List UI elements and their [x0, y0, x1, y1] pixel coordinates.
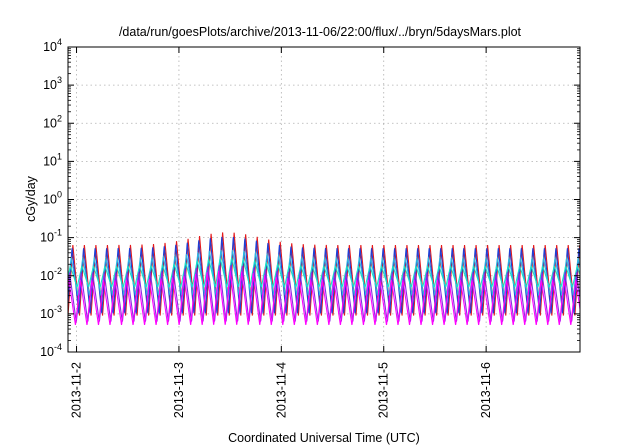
y-tick-label: 10-2: [40, 266, 62, 283]
x-tick-label: 2013-11-2: [70, 362, 84, 418]
series-group: [67, 232, 581, 326]
x-axis: 2013-11-2 2013-11-3 2013-11-4 2013-11-5 2013…: [70, 47, 493, 418]
series-line: [67, 270, 581, 326]
x-tick-label: 2013-11-4: [274, 362, 288, 418]
y-axis: 10-4 10-3 10-2 10-1 100 101 102 103 104: [40, 37, 580, 359]
x-tick-label: 2013-11-5: [377, 362, 391, 418]
y-tick-label: 10-1: [40, 228, 62, 245]
y-tick-label: 102: [43, 113, 62, 130]
y-axis-label: cGy/day: [24, 175, 38, 222]
x-tick-label: 2013-11-6: [479, 362, 493, 418]
x-axis-label: Coordinated Universal Time (UTC): [228, 431, 420, 445]
x-tick-label: 2013-11-3: [172, 362, 186, 418]
y-tick-label: 103: [43, 75, 62, 92]
y-tick-label: 101: [43, 151, 62, 168]
y-tick-label: 10-4: [40, 342, 62, 359]
grid: [68, 46, 580, 353]
y-tick-label: 10-3: [40, 304, 62, 321]
series-line: [67, 257, 581, 288]
y-tick-label: 100: [43, 190, 62, 207]
chart-title: /data/run/goesPlots/archive/2013-11-06/2…: [119, 25, 522, 39]
y-tick-label: 104: [43, 37, 62, 54]
